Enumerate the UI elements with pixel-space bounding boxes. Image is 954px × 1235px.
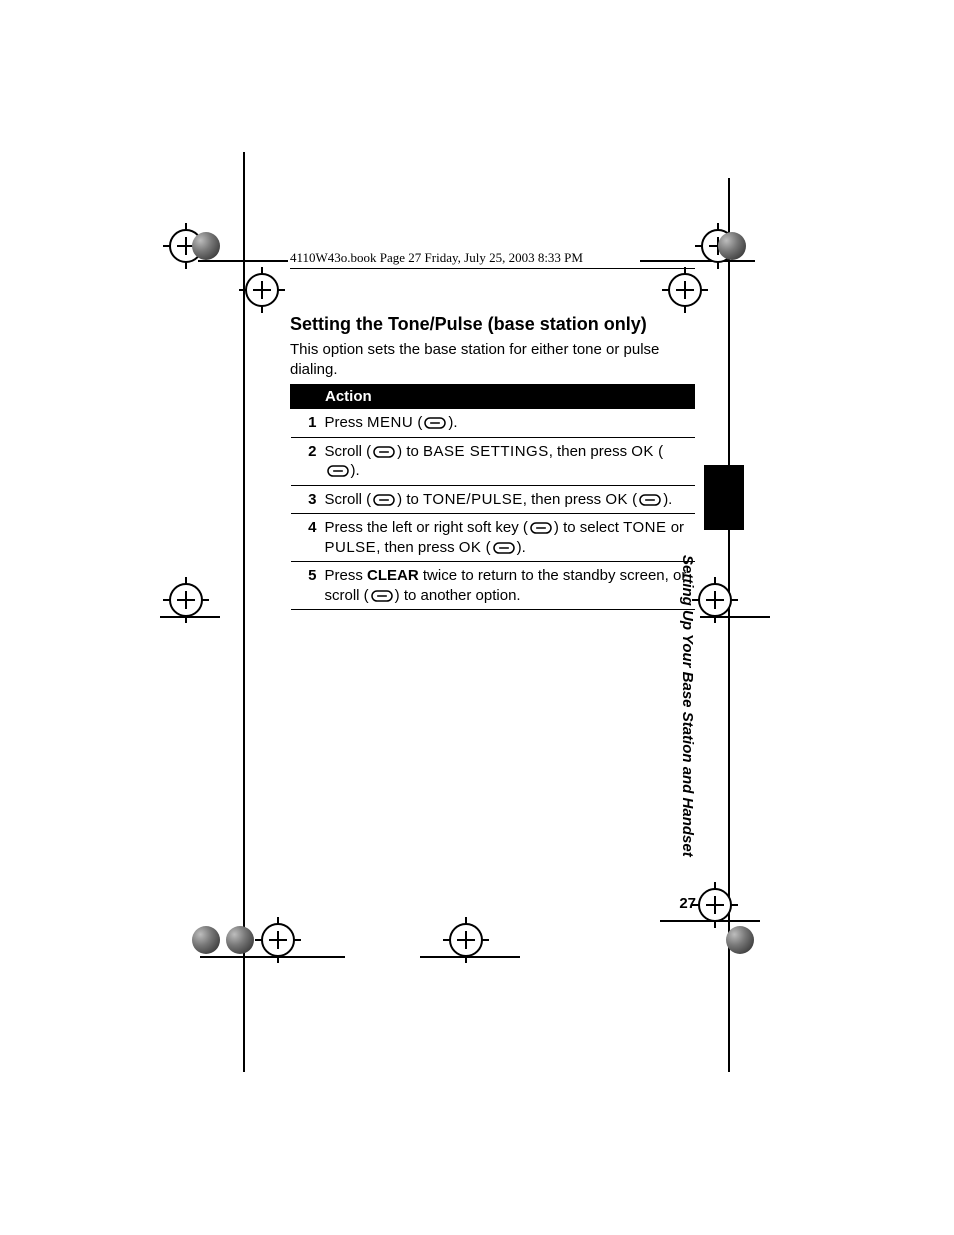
lcd-text: BASE SETTINGS (423, 443, 549, 460)
step-number: 4 (291, 514, 319, 562)
registration-mark (245, 273, 279, 307)
action-table-blankhdr (291, 385, 319, 409)
step-number: 2 (291, 437, 319, 485)
step-text: Press CLEAR twice to return to the stand… (319, 562, 695, 610)
softkey-icon (424, 417, 446, 429)
step-number: 3 (291, 485, 319, 514)
registration-mark (169, 583, 203, 617)
action-table: Action 1Press MENU ( ).2Scroll ( ) to BA… (290, 384, 695, 610)
lcd-text: MENU (367, 414, 413, 431)
lcd-text: OK (459, 539, 482, 556)
softkey-icon (530, 522, 552, 534)
crop-top-left-line (198, 260, 288, 262)
step-text: Press the left or right soft key ( ) to … (319, 514, 695, 562)
step-number: 5 (291, 562, 319, 610)
corner-ball (726, 926, 754, 954)
registration-mark (668, 273, 702, 307)
lcd-text: OK (631, 443, 654, 460)
registration-mark (698, 888, 732, 922)
action-table-header: Action (319, 385, 695, 409)
corner-ball (226, 926, 254, 954)
lcd-text: PULSE (325, 539, 377, 556)
softkey-icon (373, 446, 395, 458)
page: 4110W43o.book Page 27 Friday, July 25, 2… (0, 0, 954, 1235)
corner-ball (718, 232, 746, 260)
bold-text: CLEAR (367, 567, 419, 584)
header-rule (290, 268, 695, 269)
step-number: 1 (291, 409, 319, 438)
intro-text: This option sets the base station for ei… (290, 340, 695, 379)
lcd-text: TONE/PULSE (423, 491, 523, 508)
thumb-tab (704, 465, 744, 530)
registration-mark (449, 923, 483, 957)
step-text: Scroll ( ) to BASE SETTINGS, then press … (319, 437, 695, 485)
softkey-icon (639, 494, 661, 506)
softkey-icon (371, 590, 393, 602)
softkey-icon (493, 542, 515, 554)
corner-ball (192, 926, 220, 954)
softkey-icon (327, 465, 349, 477)
step-text: Scroll ( ) to TONE/PULSE, then press OK … (319, 485, 695, 514)
lcd-text: OK (605, 491, 628, 508)
softkey-icon (373, 494, 395, 506)
registration-mark (261, 923, 295, 957)
lcd-text: TONE (623, 519, 666, 536)
step-text: Press MENU ( ). (319, 409, 695, 438)
section-heading: Setting the Tone/Pulse (base station onl… (290, 314, 695, 335)
print-header: 4110W43o.book Page 27 Friday, July 25, 2… (290, 250, 695, 266)
registration-mark (698, 583, 732, 617)
corner-ball (192, 232, 220, 260)
